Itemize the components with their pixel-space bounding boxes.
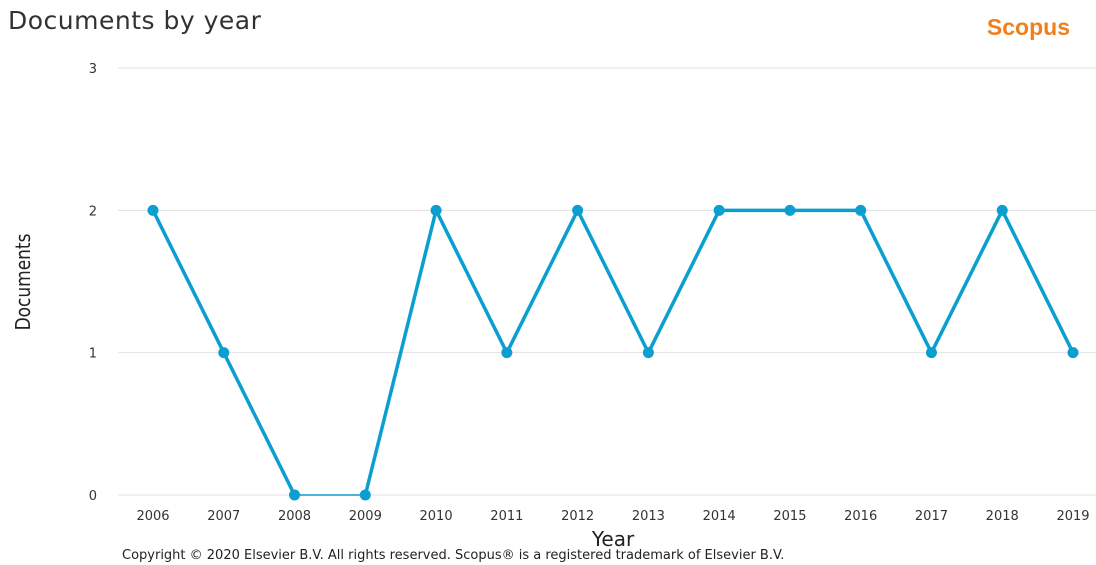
series-line-segment: [222, 350, 297, 497]
line-chart: 0 1 2 3 2006 2007 2008 2009 2010 2011 2012 2013 201…: [13, 62, 1096, 548]
x-tick-label: 2019: [1056, 509, 1089, 524]
x-axis-label: Year: [591, 527, 635, 548]
series-line-segment: [646, 208, 721, 355]
series-line-segment: [1000, 208, 1075, 355]
x-tick-label: 2008: [278, 509, 311, 524]
series-line-segment: [434, 208, 509, 355]
data-point-2014[interactable]: [713, 204, 725, 216]
series-line-segment: [151, 208, 226, 355]
data-point-2010[interactable]: [430, 204, 442, 216]
x-tick-label: 2006: [136, 509, 169, 524]
series-line-segment: [929, 208, 1004, 355]
x-tick-label: 2015: [773, 509, 806, 524]
series-line-segment: [505, 208, 580, 355]
y-tick-label: 1: [89, 347, 97, 362]
data-point-2019[interactable]: [1067, 347, 1079, 359]
y-tick-label: 3: [89, 62, 97, 77]
x-tick-label: 2014: [703, 509, 736, 524]
series-line-segment: [858, 208, 934, 355]
data-point-2018[interactable]: [996, 204, 1008, 216]
data-point-2011[interactable]: [501, 347, 513, 359]
x-tick-label: 2013: [632, 509, 665, 524]
data-point-2017[interactable]: [925, 347, 937, 359]
data-point-2006[interactable]: [147, 204, 159, 216]
scopus-logo[interactable]: Scopus: [986, 14, 1070, 40]
y-tick-labels: 0 1 2 3: [89, 62, 97, 504]
grid-lines: [118, 67, 1096, 496]
series-line-segment: [363, 208, 438, 497]
x-tick-label: 2007: [207, 509, 240, 524]
data-point-2012[interactable]: [572, 204, 584, 216]
data-point-2015[interactable]: [784, 204, 796, 216]
series-line-segment: [575, 208, 651, 355]
x-tick-label: 2009: [349, 509, 382, 524]
x-tick-label: 2018: [986, 509, 1019, 524]
x-tick-label: 2011: [490, 509, 523, 524]
data-point-2008[interactable]: [289, 489, 301, 501]
y-axis-label: Documents: [13, 234, 36, 331]
data-point-2009[interactable]: [359, 489, 371, 501]
series-group: [147, 204, 1079, 501]
x-tick-label: 2012: [561, 509, 594, 524]
copyright-notice: Copyright © 2020 Elsevier B.V. All right…: [122, 548, 785, 563]
y-tick-label: 2: [89, 204, 97, 219]
chart-title: Documents by year: [8, 6, 262, 35]
data-point-2013[interactable]: [642, 347, 654, 359]
data-point-2016[interactable]: [855, 204, 867, 216]
data-point-2007[interactable]: [218, 347, 230, 359]
x-tick-label: 2010: [420, 509, 453, 524]
x-tick-label: 2016: [844, 509, 877, 524]
x-tick-labels: 2006 2007 2008 2009 2010 2011 2012 2013 2014 2015…: [136, 509, 1089, 524]
y-tick-label: 0: [89, 489, 97, 504]
x-tick-label: 2017: [915, 509, 948, 524]
